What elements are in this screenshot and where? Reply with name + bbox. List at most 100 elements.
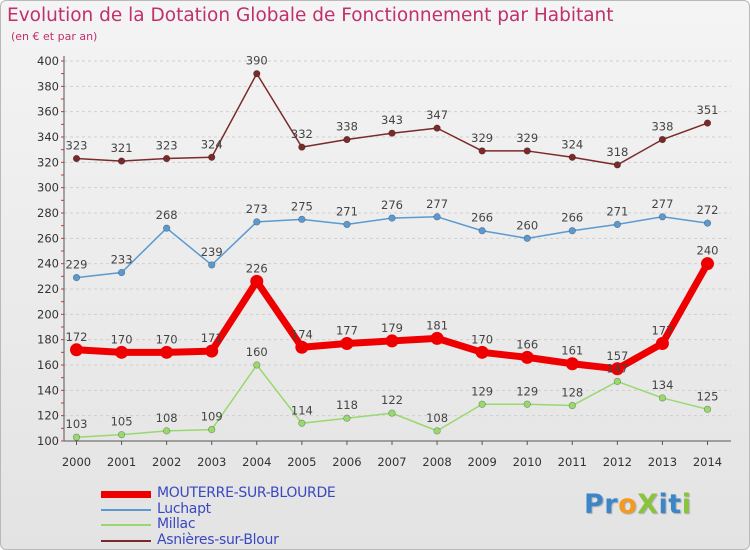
data-label: 160	[246, 345, 268, 359]
data-point	[433, 427, 441, 435]
x-tick-label: 2003	[197, 455, 226, 469]
data-label: 277	[651, 197, 673, 211]
y-tick-label: 320	[37, 155, 59, 169]
data-label: 277	[426, 197, 448, 211]
data-point	[115, 345, 129, 359]
data-label: 273	[246, 202, 268, 216]
y-tick-label: 300	[37, 181, 59, 195]
data-point	[703, 219, 712, 227]
data-point	[385, 334, 399, 348]
data-point	[475, 345, 489, 359]
x-tick-label: 2011	[558, 455, 587, 469]
data-point	[72, 433, 81, 441]
legend-swatch	[101, 539, 151, 542]
y-tick-label: 380	[37, 79, 59, 93]
data-point	[117, 268, 126, 277]
data-point	[430, 331, 444, 345]
data-label: 118	[336, 398, 358, 412]
data-label: 329	[516, 131, 538, 145]
y-tick-label: 280	[37, 206, 59, 220]
legend-label: MOUTERRE-SUR-BLOURDE	[157, 485, 336, 501]
data-label: 109	[201, 410, 223, 424]
data-point	[117, 157, 126, 165]
data-point	[388, 214, 396, 222]
x-tick-label: 2005	[287, 455, 316, 469]
data-label: 105	[111, 415, 133, 429]
data-point	[523, 147, 531, 155]
chart-subtitle: (en € et par an)	[11, 30, 98, 43]
data-label: 114	[291, 403, 313, 417]
data-point	[253, 70, 261, 78]
y-tick-label: 220	[37, 282, 59, 296]
y-tick-label: 260	[37, 231, 59, 245]
data-point	[72, 274, 81, 282]
data-label: 268	[156, 208, 178, 222]
data-point	[613, 377, 621, 386]
data-point	[523, 234, 531, 242]
y-tick-label: 160	[37, 358, 59, 372]
y-tick-label: 400	[37, 54, 59, 68]
data-point	[613, 220, 621, 228]
legend-swatch	[101, 524, 151, 526]
data-point	[160, 345, 174, 359]
x-tick-label: 2010	[513, 455, 542, 469]
data-label: 125	[697, 389, 719, 403]
data-label: 226	[246, 261, 268, 275]
data-point	[568, 401, 576, 410]
data-label: 271	[606, 204, 628, 218]
series-points	[70, 70, 714, 441]
series-line	[75, 216, 709, 279]
x-tick-label: 2014	[693, 455, 722, 469]
data-point	[478, 227, 486, 235]
data-label: 108	[426, 411, 448, 425]
proxiti-logo: ProXiti	[584, 489, 692, 520]
x-tick-label: 2004	[242, 455, 271, 469]
x-tick-label: 2001	[107, 455, 136, 469]
data-point	[610, 362, 624, 376]
x-tick-label: 2008	[422, 455, 451, 469]
chart-title: Evolution de la Dotation Globale de Fonc…	[7, 5, 614, 26]
data-label: 240	[697, 244, 719, 258]
data-point	[655, 336, 669, 350]
data-label: 179	[381, 321, 403, 335]
data-label: 166	[516, 337, 538, 351]
data-label: 260	[516, 218, 538, 232]
data-label: 103	[66, 417, 88, 431]
data-label: 239	[201, 245, 223, 259]
data-point	[298, 215, 306, 223]
data-point	[703, 119, 712, 127]
y-tick-label: 100	[37, 434, 59, 448]
data-point	[253, 218, 261, 226]
y-tick-label: 180	[37, 333, 59, 347]
data-point	[250, 274, 264, 288]
data-label: 129	[471, 384, 493, 398]
y-tick-label: 120	[37, 409, 59, 423]
data-point	[205, 344, 219, 358]
data-point	[613, 161, 621, 169]
data-label: 128	[561, 386, 583, 400]
data-label: 329	[471, 131, 493, 145]
data-label: 323	[66, 139, 88, 153]
data-point	[340, 336, 354, 350]
data-point	[253, 361, 261, 369]
data-point	[343, 135, 351, 144]
x-tick-label: 2002	[152, 455, 181, 469]
legend-swatch	[101, 491, 151, 498]
data-point	[163, 154, 171, 163]
data-label: 272	[697, 203, 719, 217]
legend-label: Asnières-sur-Blour	[157, 531, 279, 548]
data-point	[70, 343, 83, 357]
data-label: 172	[66, 330, 88, 344]
data-point	[208, 261, 216, 269]
data-point	[298, 143, 306, 151]
data-point	[208, 153, 216, 161]
data-point	[478, 400, 486, 408]
x-tick-label: 2000	[62, 455, 91, 469]
data-label: 266	[471, 211, 493, 225]
data-point	[72, 154, 81, 163]
data-label: 233	[111, 253, 133, 267]
data-point	[295, 340, 309, 354]
data-point	[388, 409, 396, 417]
